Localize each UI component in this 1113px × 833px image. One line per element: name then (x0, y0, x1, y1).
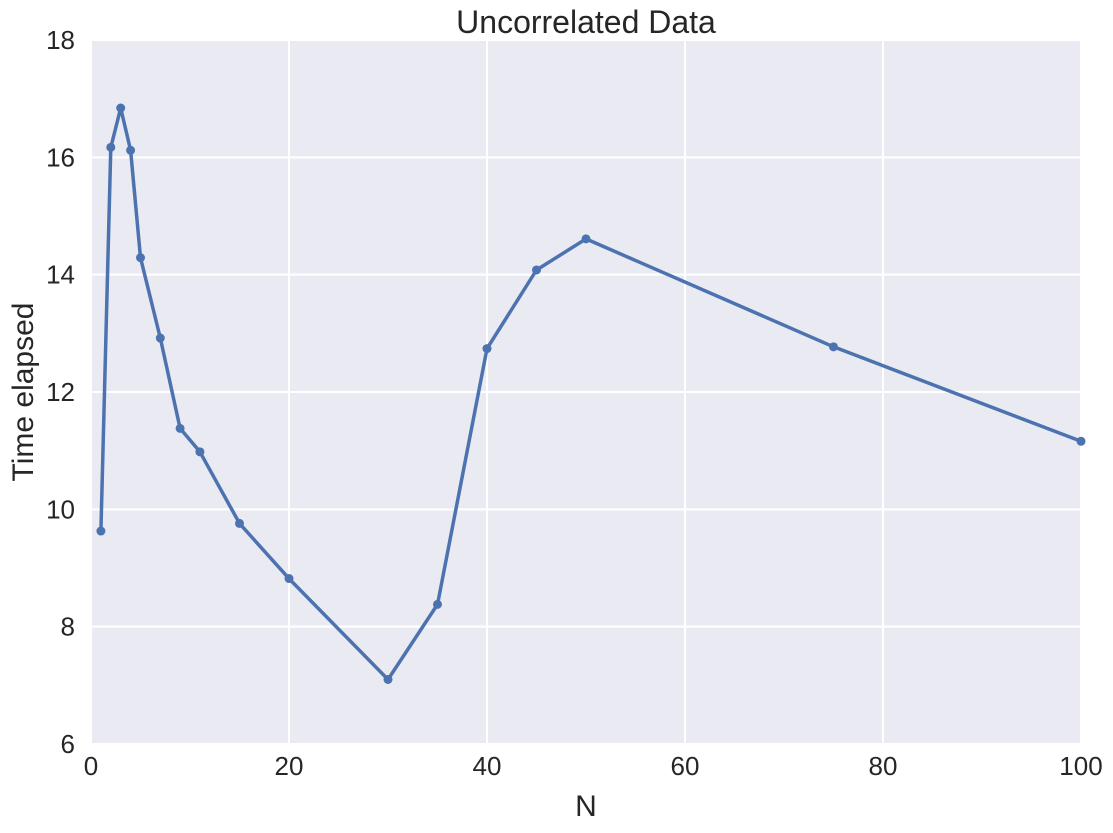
x-tick-label: 80 (869, 751, 898, 781)
y-axis-label: Time elapsed (7, 303, 40, 482)
y-tick-label: 10 (46, 494, 75, 524)
y-tick-label: 6 (61, 729, 75, 759)
x-tick-label: 40 (473, 751, 502, 781)
x-tick-label: 20 (275, 751, 304, 781)
grid-lines (90, 39, 1082, 745)
data-point (136, 253, 145, 263)
y-tick-label: 8 (61, 612, 75, 642)
series-group (96, 103, 1086, 684)
data-point (433, 599, 442, 609)
data-point (284, 574, 294, 584)
y-tick-label: 12 (46, 377, 75, 407)
x-tick-label: 60 (671, 751, 700, 781)
data-point (532, 265, 541, 275)
data-point (175, 423, 185, 433)
x-tick-label: 100 (1059, 751, 1102, 781)
x-axis-label: N (575, 790, 597, 823)
data-point (383, 674, 393, 684)
data-point (581, 234, 591, 244)
y-tick-labels: 6 8 10 12 14 16 18 (46, 25, 75, 759)
data-point (116, 103, 126, 113)
data-point (126, 145, 136, 155)
data-point (235, 518, 244, 528)
data-point (96, 526, 106, 536)
x-tick-labels: 0 20 40 60 80 100 (84, 751, 1103, 781)
y-tick-label: 16 (46, 142, 75, 172)
x-tick-label: 0 (84, 751, 98, 781)
data-point (1076, 436, 1086, 446)
data-point (482, 344, 492, 354)
chart-title: Uncorrelated Data (456, 4, 716, 40)
data-point (195, 447, 205, 457)
y-tick-label: 18 (46, 25, 75, 55)
data-point (155, 333, 165, 343)
y-tick-label: 14 (46, 260, 75, 290)
data-point (106, 142, 116, 152)
data-point (829, 342, 838, 352)
